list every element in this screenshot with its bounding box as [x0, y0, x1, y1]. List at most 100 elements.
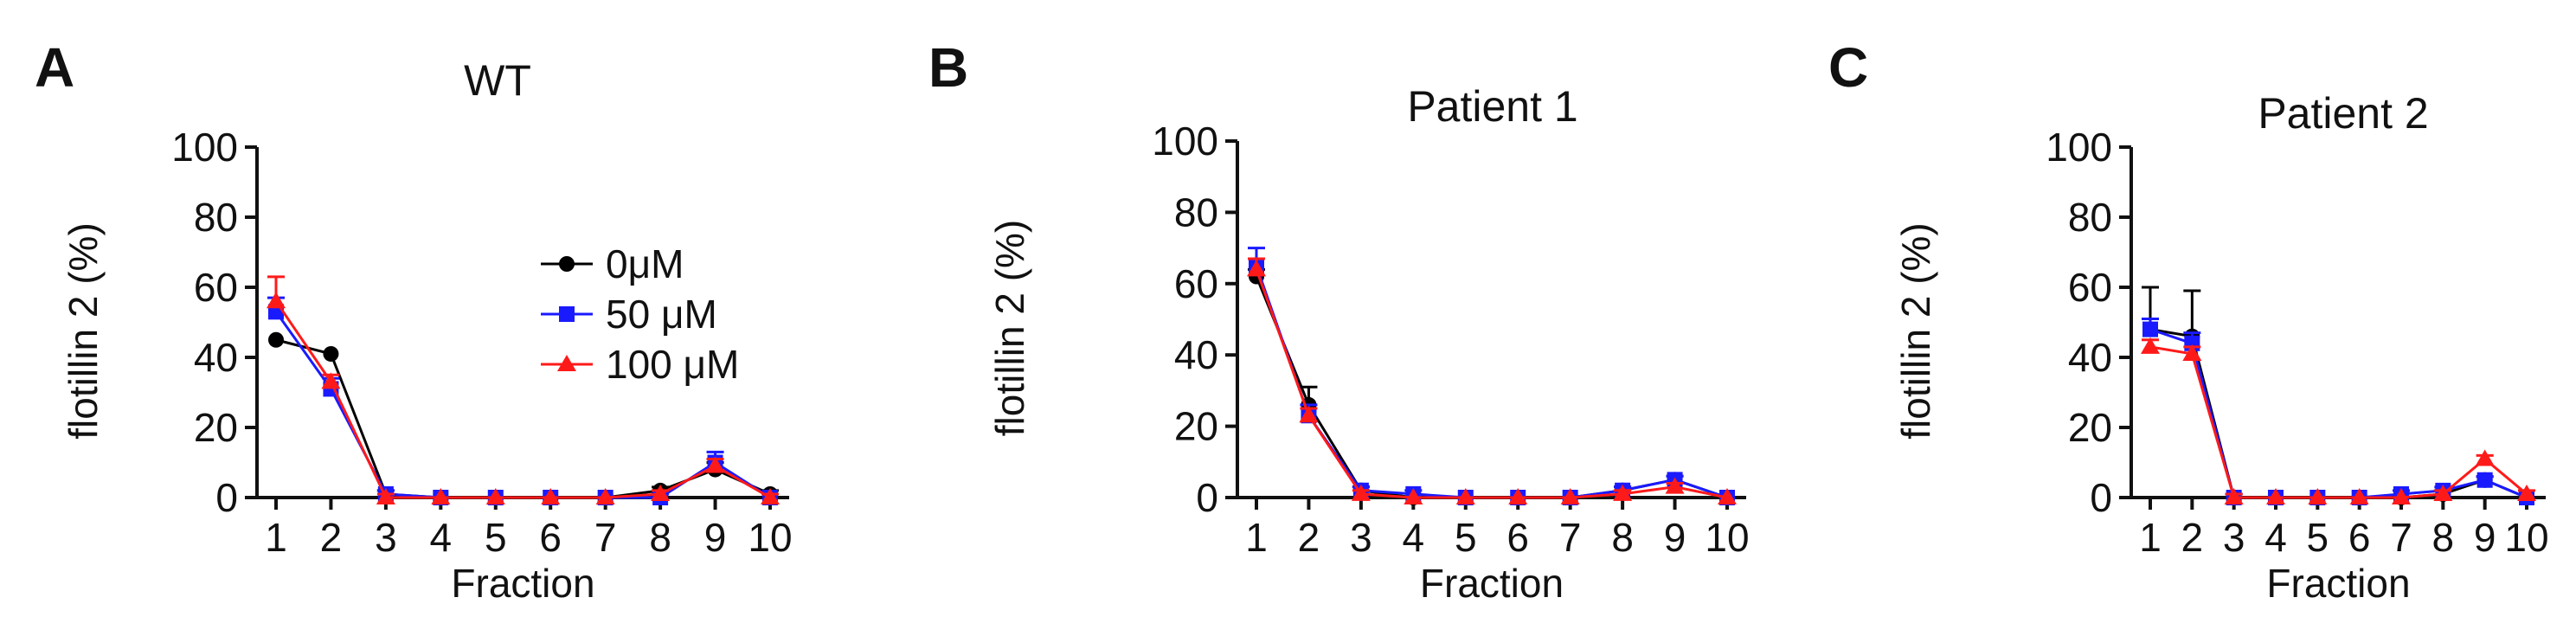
- data-point: [2308, 488, 2328, 504]
- x-tick-label: 5: [2307, 515, 2329, 560]
- x-tick-label: 8: [1611, 515, 1634, 560]
- x-tick-label: 10: [1705, 515, 1749, 560]
- y-axis-label: flotillin 2 (%): [1893, 222, 1938, 440]
- chart-title: Patient 1: [1407, 82, 1577, 131]
- series-100m: [1247, 257, 1737, 504]
- panel-letter: A: [35, 36, 74, 99]
- x-tick-label: 7: [594, 515, 617, 560]
- chart-panel-b: B Patient 1 0 20 40 60 80 100 1 2 3 4 5 6 7 8 9 10 Fractio…: [928, 36, 1750, 606]
- y-tick-label: 100: [1152, 119, 1218, 164]
- data-point: [705, 456, 725, 473]
- x-tick-label: 9: [704, 515, 727, 560]
- data-point: [1404, 488, 1423, 504]
- panel-letter: C: [1828, 36, 1868, 99]
- data-point: [2476, 472, 2493, 488]
- data-point: [651, 484, 671, 501]
- chart-panel-a: A WT 0 20 40 60 80 100 1 2 3 4 5 6 7 8 9 10 Fraction flotil…: [35, 36, 793, 606]
- y-tick-label: 60: [194, 265, 238, 310]
- y-tick-label: 20: [2068, 405, 2112, 450]
- data-point: [2182, 344, 2202, 361]
- x-tick-label: 6: [2348, 515, 2371, 560]
- chart-title: WT: [464, 56, 531, 105]
- data-point: [2224, 488, 2244, 504]
- y-tick-label: 0: [215, 475, 238, 520]
- data-point: [1351, 484, 1371, 501]
- data-point: [1455, 488, 1475, 504]
- data-point: [541, 488, 561, 504]
- y-tick-label: 80: [1174, 190, 1218, 234]
- data-point: [2142, 321, 2158, 337]
- x-tick-label: 2: [2181, 515, 2204, 560]
- y-tick-label: 80: [2068, 195, 2112, 240]
- series-line: [1255, 268, 1728, 499]
- legend-marker: [559, 306, 575, 322]
- legend-label: 100 μM: [606, 342, 739, 387]
- x-tick-label: 6: [1506, 515, 1529, 560]
- x-tick-label: 2: [1298, 515, 1320, 560]
- series-0m: [1248, 267, 1735, 505]
- series-100m: [2141, 337, 2536, 504]
- x-tick-label: 9: [1664, 515, 1686, 560]
- y-tick-label: 20: [194, 405, 238, 450]
- data-point: [323, 345, 339, 362]
- x-tick-label: 7: [2390, 515, 2412, 560]
- y-tick-label: 40: [1174, 332, 1218, 377]
- y-tick-label: 20: [1174, 404, 1218, 449]
- y-tick-label: 40: [2068, 335, 2112, 380]
- data-point: [1247, 260, 1266, 277]
- data-point: [761, 488, 780, 504]
- x-tick-label: 6: [539, 515, 562, 560]
- data-point: [376, 488, 395, 504]
- legend-label: 50 μM: [606, 292, 717, 337]
- data-point: [321, 372, 341, 389]
- x-tick-label: 1: [265, 515, 287, 560]
- data-point: [1299, 406, 1319, 423]
- series-line: [1255, 265, 1728, 499]
- data-point: [1613, 484, 1633, 501]
- x-tick-label: 8: [2432, 515, 2455, 560]
- y-tick-label: 60: [2068, 265, 2112, 310]
- data-point: [267, 292, 286, 309]
- x-tick-label: 7: [1559, 515, 1582, 560]
- x-tick-label: 3: [375, 515, 397, 560]
- data-point: [2392, 488, 2411, 504]
- data-point: [2349, 488, 2369, 504]
- data-point: [1665, 477, 1685, 494]
- data-point: [2433, 484, 2453, 501]
- x-tick-label: 5: [1455, 515, 1477, 560]
- series-line: [274, 300, 771, 499]
- data-point: [2141, 337, 2160, 354]
- x-axis-label: Fraction: [451, 561, 594, 606]
- series-line: [1255, 275, 1728, 499]
- x-axis-label: Fraction: [2266, 561, 2410, 606]
- series-100m: [267, 275, 780, 504]
- data-point: [2266, 488, 2285, 504]
- x-tick-label: 4: [1403, 515, 1425, 560]
- x-tick-label: 1: [2139, 515, 2162, 560]
- data-point: [268, 331, 284, 348]
- x-tick-label: 3: [2223, 515, 2245, 560]
- x-tick-label: 4: [2264, 515, 2287, 560]
- series-line: [2149, 345, 2528, 499]
- y-axis-label: flotillin 2 (%): [987, 220, 1032, 437]
- data-point: [2517, 484, 2536, 501]
- series-50m: [1248, 247, 1735, 505]
- panel-letter: B: [928, 36, 968, 99]
- x-tick-label: 9: [2474, 515, 2496, 560]
- x-axis-label: Fraction: [1420, 561, 1564, 606]
- x-tick-label: 4: [430, 515, 453, 560]
- x-tick-label: 2: [320, 515, 343, 560]
- data-point: [595, 488, 615, 504]
- x-tick-label: 1: [1245, 515, 1268, 560]
- y-tick-label: 80: [194, 195, 238, 240]
- legend-marker: [557, 355, 576, 371]
- x-tick-label: 8: [649, 515, 671, 560]
- y-axis-label: flotillin 2 (%): [61, 222, 106, 440]
- legend-marker: [559, 256, 575, 272]
- data-point: [2475, 449, 2495, 466]
- series-0m: [2142, 286, 2534, 505]
- y-tick-label: 60: [1174, 261, 1218, 306]
- y-tick-label: 0: [2090, 475, 2112, 520]
